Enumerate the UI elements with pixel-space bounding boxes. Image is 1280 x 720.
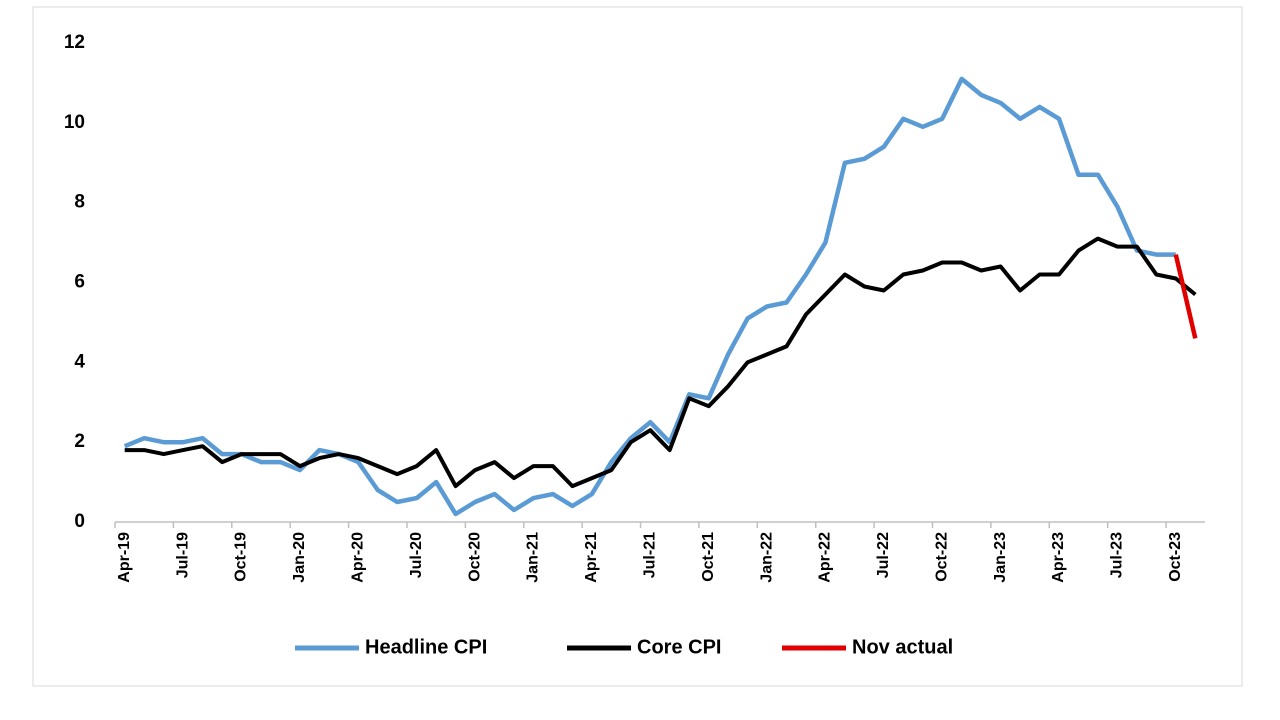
- x-tick-label: Jan-22: [758, 532, 775, 583]
- series-line: [123, 76, 1176, 517]
- x-tick-label: Oct-19: [233, 532, 250, 582]
- x-tick-label: Apr-22: [817, 532, 834, 583]
- x-tick-label: Jan-21: [525, 532, 542, 583]
- y-tick-label: 10: [64, 112, 85, 133]
- x-tick-label: Jul-22: [875, 532, 892, 578]
- x-tick-label: Jan-23: [992, 532, 1009, 583]
- x-tick-label: Jul-21: [641, 532, 658, 578]
- y-tick-label: 4: [74, 351, 85, 372]
- x-tick-label: Jan-20: [291, 532, 308, 583]
- series-line: [124, 236, 1197, 489]
- y-tick-label: 8: [74, 192, 85, 213]
- x-tick-label: Jul-20: [408, 532, 425, 578]
- series-line: [1173, 254, 1198, 339]
- legend-label: Nov actual: [852, 636, 953, 658]
- x-tick-label: Oct-20: [466, 532, 483, 582]
- x-tick-label: Oct-23: [1167, 532, 1184, 582]
- legend-label: Headline CPI: [365, 636, 487, 658]
- y-tick-label: 12: [64, 32, 85, 53]
- x-tick-label: Apr-23: [1050, 532, 1067, 583]
- chart-border: [32, 6, 1243, 687]
- x-tick-label: Apr-19: [116, 532, 133, 583]
- y-tick-label: 6: [74, 272, 85, 293]
- y-tick-label: 2: [74, 431, 85, 452]
- y-tick-label: 0: [74, 511, 85, 532]
- x-tick-label: Oct-22: [933, 532, 950, 582]
- x-tick-label: Oct-21: [700, 532, 717, 582]
- x-tick-label: Apr-20: [350, 532, 367, 583]
- legend-label: Core CPI: [637, 636, 721, 658]
- x-tick-label: Apr-21: [583, 532, 600, 583]
- x-tick-label: Jul-23: [1109, 532, 1126, 578]
- x-tick-label: Jul-19: [174, 532, 191, 578]
